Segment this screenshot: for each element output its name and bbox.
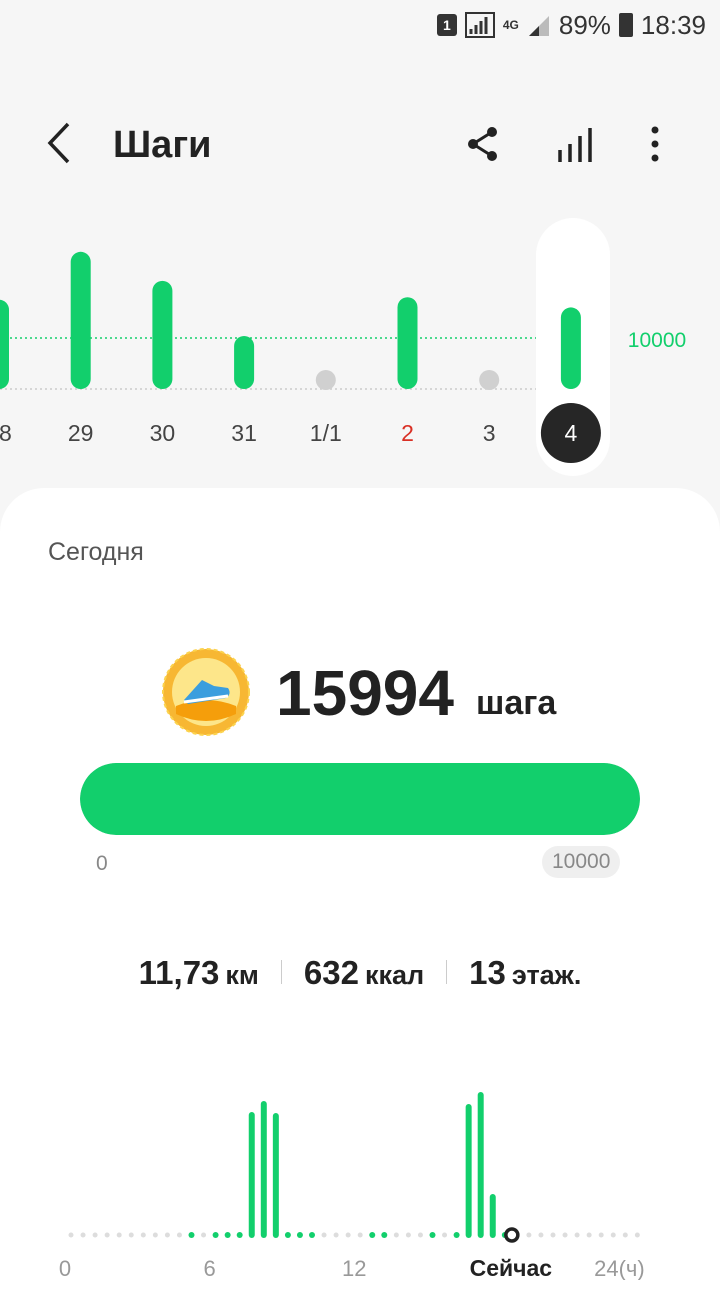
empty-slot-dot (104, 1232, 110, 1238)
hour-step-dot (296, 1232, 303, 1238)
day-label-31[interactable]: 31 (231, 420, 257, 446)
weekly-steps-chart[interactable]: 10000 28 29 30 31 1/1 2 3 4 (0, 210, 720, 490)
day-label-2[interactable]: 2 (401, 420, 414, 446)
signal-icon (464, 12, 495, 38)
day-bar-1/1[interactable] (315, 370, 336, 390)
empty-slot-dot (345, 1232, 351, 1238)
now-marker (504, 1227, 520, 1243)
distance-stat: 11,73 км (117, 954, 281, 992)
bar-chart-icon[interactable] (556, 122, 596, 166)
x-tick-label: 24(ч) (594, 1256, 645, 1280)
empty-slot-dot (152, 1232, 158, 1238)
empty-slot-dot (68, 1232, 74, 1238)
hour-step-dot (381, 1232, 388, 1238)
day-label-28[interactable]: 28 (0, 420, 12, 446)
calories-value: 632 (303, 954, 359, 991)
sim-icon: 1 (436, 14, 457, 36)
empty-slot-dot (333, 1232, 339, 1238)
empty-slot-dot (574, 1232, 580, 1238)
hour-step-dot (224, 1232, 231, 1238)
floors-stat: 13 этаж. (447, 954, 603, 992)
distance-unit: км (225, 960, 259, 990)
hour-step-dot (236, 1232, 243, 1238)
hourly-steps-chart: 0 6 12 Сейчас 24(ч) (59, 1092, 645, 1280)
divider (446, 960, 448, 984)
day-label-29[interactable]: 29 (68, 420, 94, 446)
hour-step-dot (453, 1232, 460, 1238)
empty-slot-dot (357, 1232, 363, 1238)
empty-slot-dot (550, 1232, 556, 1238)
empty-slot-dot (562, 1232, 568, 1238)
progress-min: 0 (96, 852, 108, 875)
today-card: Сегодня 15994 шага 0 10000 11,73 км 632 кк… (0, 488, 720, 1308)
empty-slot-dot (405, 1232, 411, 1238)
share-icon[interactable] (464, 122, 504, 166)
empty-slot-dot (116, 1232, 122, 1238)
empty-slot-dot (586, 1232, 592, 1238)
app-header: Шаги (0, 110, 720, 180)
distance-value: 11,73 (138, 954, 220, 991)
empty-slot-dot (140, 1232, 146, 1238)
network-type: 4G (502, 18, 519, 32)
floors-unit: этаж. (511, 960, 582, 990)
back-button[interactable] (44, 120, 74, 166)
status-bar: 1 4G 89% 18:39 (0, 0, 720, 50)
steps-unit: шага (476, 684, 557, 722)
floors-value: 13 (469, 954, 506, 991)
empty-slot-dot (393, 1232, 399, 1238)
empty-slot-dot (417, 1232, 423, 1238)
empty-slot-dot (80, 1232, 86, 1238)
signal-icon-2 (528, 16, 549, 36)
goal-label: 10000 (628, 329, 686, 352)
hour-step-dot (188, 1232, 195, 1238)
steps-progress-bar (80, 763, 640, 835)
empty-slot-dot (321, 1232, 327, 1238)
hour-step-dot (369, 1232, 376, 1238)
empty-slot-dot (92, 1232, 98, 1238)
x-tick-label: 0 (59, 1256, 71, 1280)
hour-step-dot (284, 1232, 291, 1238)
shoe-badge-icon (162, 648, 250, 736)
empty-slot-dot (538, 1232, 544, 1238)
progress-fill (80, 763, 640, 835)
empty-slot-dot (128, 1232, 134, 1238)
empty-slot-dot (176, 1232, 182, 1238)
day-label-4[interactable]: 4 (565, 420, 578, 446)
hour-step-dot (429, 1232, 436, 1238)
day-label-30[interactable]: 30 (150, 420, 176, 446)
page-title: Шаги (113, 124, 212, 166)
empty-slot-dot (622, 1232, 628, 1238)
calories-unit: ккал (364, 960, 425, 990)
hour-step-dot (212, 1232, 219, 1238)
empty-slot-dot (164, 1232, 170, 1238)
x-tick-label: 12 (342, 1256, 366, 1280)
more-vert-icon[interactable] (636, 122, 676, 166)
x-tick-label: Сейчас (470, 1255, 553, 1280)
selected-day-circle[interactable] (540, 403, 601, 463)
battery-percent: 89% (558, 9, 611, 40)
today-label: Сегодня (48, 538, 144, 566)
clock: 18:39 (640, 9, 706, 40)
x-tick-label: 6 (203, 1256, 215, 1280)
stats-row: 11,73 км 632 ккал 13 этаж. (0, 954, 720, 992)
empty-slot-dot (610, 1232, 616, 1238)
day-bar-3[interactable] (479, 370, 500, 390)
empty-slot-dot (201, 1232, 207, 1238)
day-label-1/1[interactable]: 1/1 (310, 420, 342, 446)
progress-goal[interactable]: 10000 (542, 846, 621, 878)
empty-slot-dot (598, 1232, 604, 1238)
empty-slot-dot (526, 1232, 532, 1238)
empty-slot-dot (634, 1232, 640, 1238)
calories-stat: 632 ккал (282, 954, 446, 992)
divider (280, 960, 282, 984)
hour-step-dot (309, 1232, 315, 1238)
battery-icon (618, 13, 633, 37)
day-label-3[interactable]: 3 (483, 420, 496, 446)
empty-slot-dot (442, 1232, 448, 1238)
steps-count: 15994 (276, 657, 454, 729)
